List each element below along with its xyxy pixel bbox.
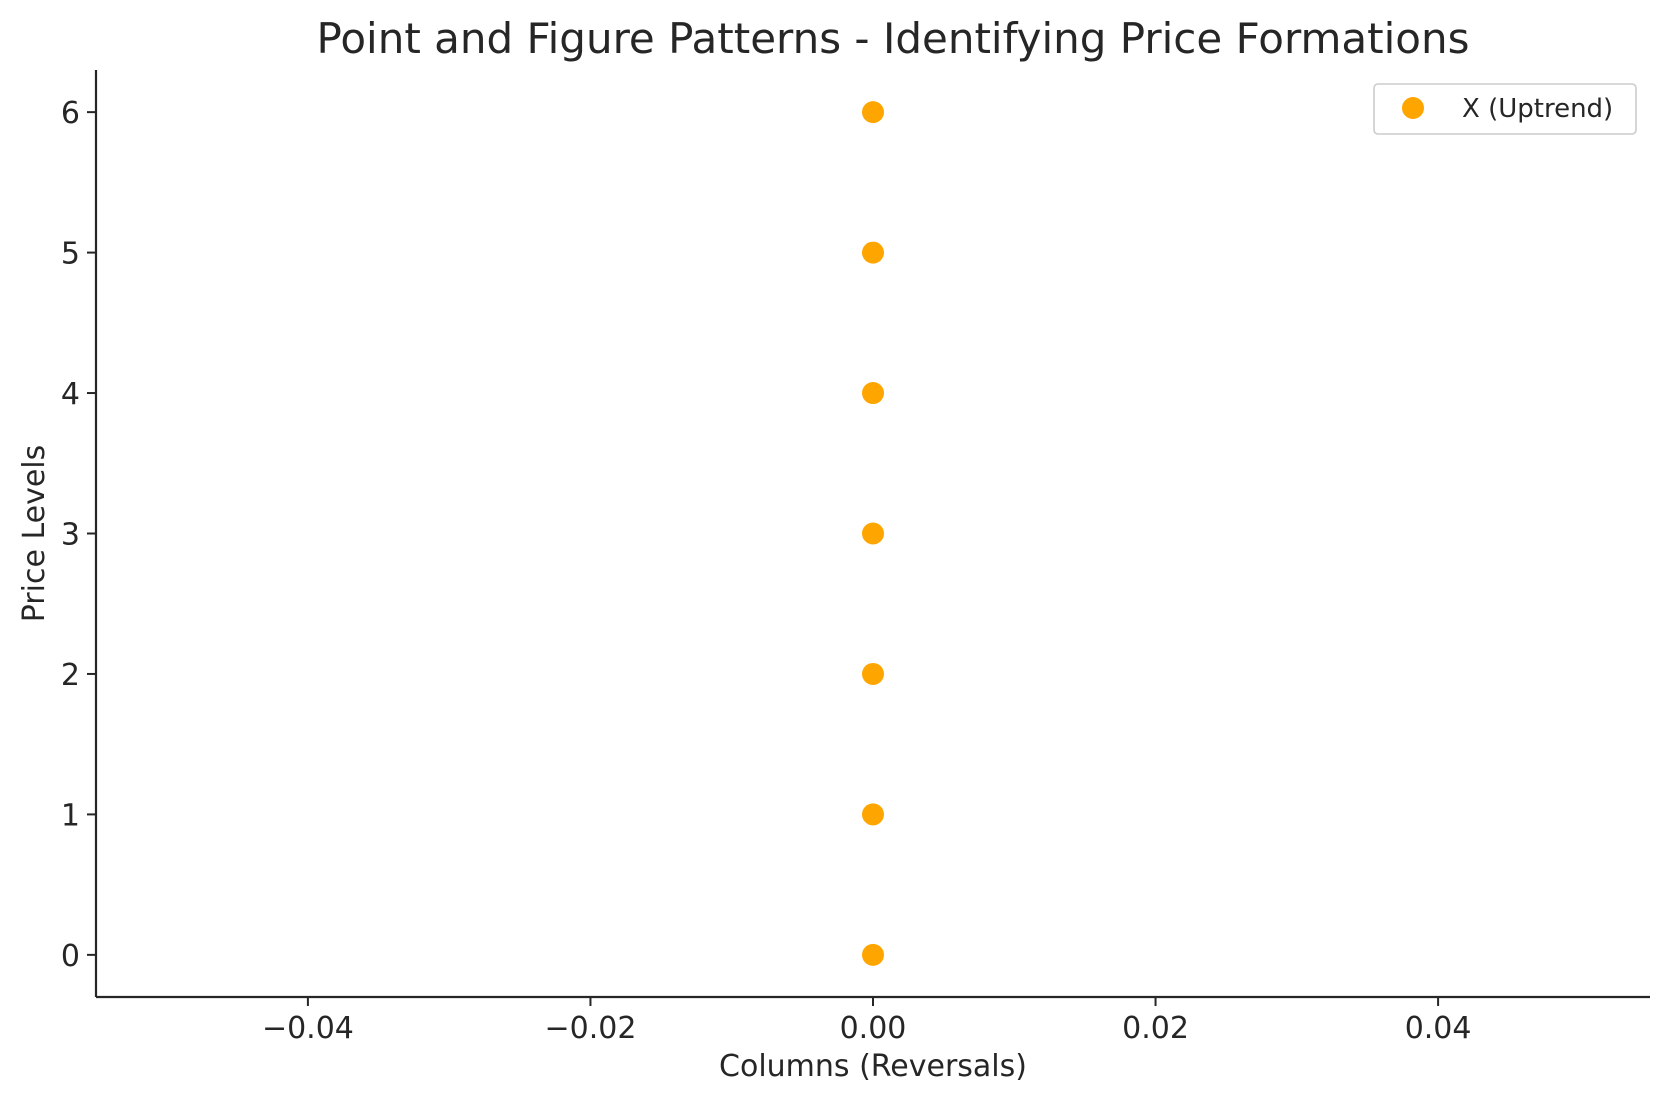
legend-label: X (Uptrend) (1462, 94, 1613, 124)
legend-box (1373, 83, 1637, 135)
data-points (862, 101, 884, 966)
x-tick-label: 0.04 (1405, 1011, 1472, 1046)
legend-marker (1402, 97, 1424, 119)
x-axis-label: Columns (Reversals) (719, 1049, 1027, 1084)
chart-title: Point and Figure Patterns - Identifying … (317, 14, 1470, 63)
data-point (862, 382, 884, 405)
data-point (862, 803, 884, 826)
y-tick-label: 0 (61, 939, 80, 974)
y-tick-label: 1 (61, 798, 80, 833)
data-point (862, 522, 884, 545)
data-point (862, 241, 884, 264)
x-ticks: −0.04 −0.02 0.00 0.02 0.04 (262, 997, 1472, 1046)
x-tick-label: −0.02 (544, 1011, 636, 1046)
x-tick-label: 0.00 (840, 1011, 907, 1046)
y-tick-label: 2 (61, 658, 80, 693)
x-tick-label: 0.02 (1122, 1011, 1189, 1046)
legend: X (Uptrend) (1373, 83, 1637, 135)
y-tick-label: 3 (61, 518, 80, 553)
data-point (862, 662, 884, 685)
y-tick-label: 6 (61, 96, 80, 131)
y-tick-label: 5 (61, 237, 80, 272)
x-tick-label: −0.04 (262, 1011, 354, 1046)
y-axis-label: Price Levels (17, 445, 52, 623)
data-point (862, 943, 884, 966)
data-point (862, 101, 884, 124)
y-tick-label: 4 (61, 377, 80, 412)
y-ticks: 0 1 2 3 4 5 6 (61, 96, 96, 974)
